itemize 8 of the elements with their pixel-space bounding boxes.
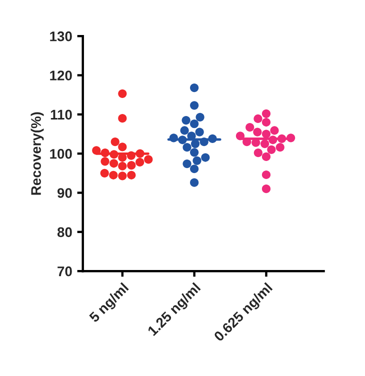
y-axis-title: Recovery(%) [30, 112, 44, 195]
y-tick-label: 90 [57, 188, 72, 198]
y-tick-label: 80 [57, 227, 72, 238]
y-tick-label: 110 [50, 110, 72, 120]
y-tick-label: 120 [50, 70, 72, 80]
y-tick-label: 70 [58, 266, 72, 276]
y-tick-label: 130 [50, 31, 72, 42]
y-tick-label: 100 [50, 148, 72, 159]
